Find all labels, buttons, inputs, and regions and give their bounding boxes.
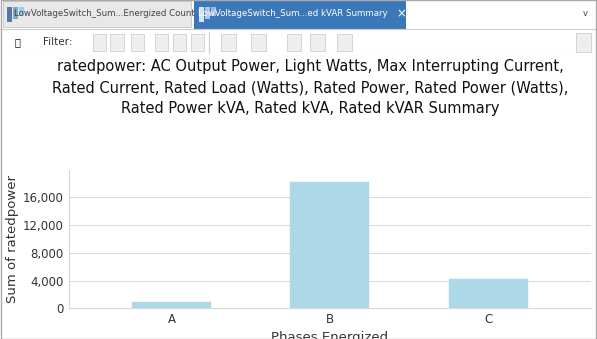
- FancyBboxPatch shape: [205, 7, 210, 19]
- Bar: [448, 279, 528, 308]
- X-axis label: Phases Energized: Phases Energized: [271, 331, 389, 339]
- FancyBboxPatch shape: [7, 7, 12, 22]
- Text: LowVoltageSwitch_Sum...ed kVAR Summary: LowVoltageSwitch_Sum...ed kVAR Summary: [198, 9, 387, 18]
- Y-axis label: Sum of ratedpower: Sum of ratedpower: [6, 175, 19, 303]
- Text: Filter:: Filter:: [43, 37, 72, 47]
- FancyBboxPatch shape: [13, 7, 18, 19]
- FancyBboxPatch shape: [173, 34, 186, 51]
- FancyBboxPatch shape: [251, 34, 266, 51]
- FancyBboxPatch shape: [310, 34, 325, 51]
- FancyBboxPatch shape: [211, 7, 216, 16]
- FancyBboxPatch shape: [110, 34, 124, 51]
- FancyBboxPatch shape: [221, 34, 236, 51]
- FancyBboxPatch shape: [155, 34, 168, 51]
- Text: v: v: [583, 9, 588, 18]
- Text: ×: ×: [396, 7, 406, 20]
- Bar: [132, 302, 211, 308]
- Text: 🖼: 🖼: [15, 37, 21, 47]
- FancyBboxPatch shape: [576, 33, 591, 52]
- FancyBboxPatch shape: [93, 34, 106, 51]
- FancyBboxPatch shape: [131, 34, 144, 51]
- Text: ratedpower: AC Output Power, Light Watts, Max Interrupting Current,
Rated Curren: ratedpower: AC Output Power, Light Watts…: [53, 59, 568, 116]
- Bar: [290, 182, 370, 308]
- FancyBboxPatch shape: [191, 34, 204, 51]
- FancyBboxPatch shape: [287, 34, 301, 51]
- FancyBboxPatch shape: [3, 1, 191, 26]
- Text: LowVoltageSwitch_Sum...Energized Count: LowVoltageSwitch_Sum...Energized Count: [14, 9, 195, 18]
- FancyBboxPatch shape: [19, 7, 24, 16]
- FancyBboxPatch shape: [199, 7, 204, 22]
- FancyBboxPatch shape: [337, 34, 352, 51]
- FancyBboxPatch shape: [194, 0, 406, 29]
